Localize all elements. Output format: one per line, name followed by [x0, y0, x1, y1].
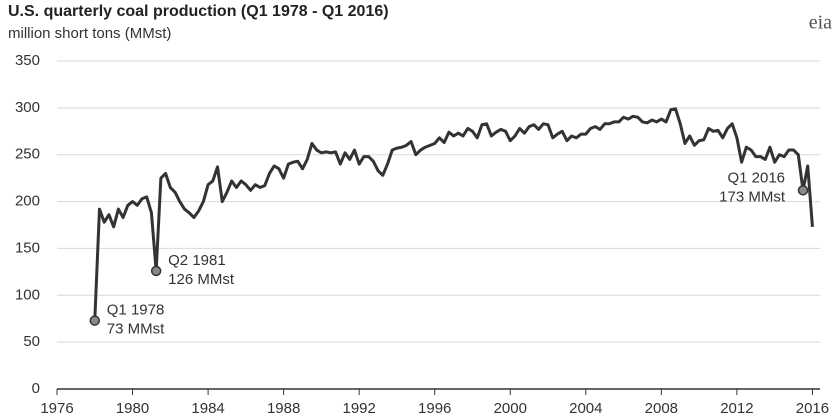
x-tick-label: 1980 — [116, 400, 149, 417]
logo: eia — [809, 12, 832, 34]
x-tick-label: 1988 — [267, 400, 300, 417]
x-tick-label: 1984 — [191, 400, 224, 417]
point-marker — [797, 185, 809, 196]
x-tick-label: 1976 — [40, 400, 73, 417]
value-label: 126 MMst — [168, 271, 235, 288]
x-tick-label: 2016 — [796, 400, 829, 417]
y-tick-label: 350 — [15, 52, 40, 69]
x-tick-label: 2000 — [494, 400, 527, 417]
point-label: Q2 1981 — [168, 252, 226, 269]
x-tick-label: 1992 — [342, 400, 375, 417]
y-tick-label: 300 — [15, 99, 40, 116]
x-tick-label: 2004 — [569, 400, 602, 417]
data-line — [93, 107, 814, 321]
chart-title: U.S. quarterly coal production (Q1 1978 … — [8, 3, 389, 20]
point-marker — [150, 265, 162, 277]
y-tick-label: 50 — [23, 333, 40, 350]
y-tick-label: 150 — [15, 239, 40, 256]
x-tick-label: 1996 — [418, 400, 451, 417]
x-tick-label: 2012 — [720, 400, 753, 417]
point-marker — [89, 315, 101, 326]
point-label: Q1 1978 — [107, 302, 165, 319]
value-label: 173 MMst — [719, 188, 786, 205]
point-label: Q1 2016 — [727, 169, 785, 186]
y-tick-label: 0 — [32, 380, 40, 397]
value-label: 73 MMst — [107, 321, 165, 338]
y-tick-label: 100 — [15, 286, 40, 303]
x-tick-label: 2008 — [645, 400, 678, 417]
chart-subtitle: million short tons (MMst) — [8, 25, 171, 42]
y-tick-label: 200 — [15, 193, 40, 210]
y-tick-label: 250 — [15, 146, 40, 163]
